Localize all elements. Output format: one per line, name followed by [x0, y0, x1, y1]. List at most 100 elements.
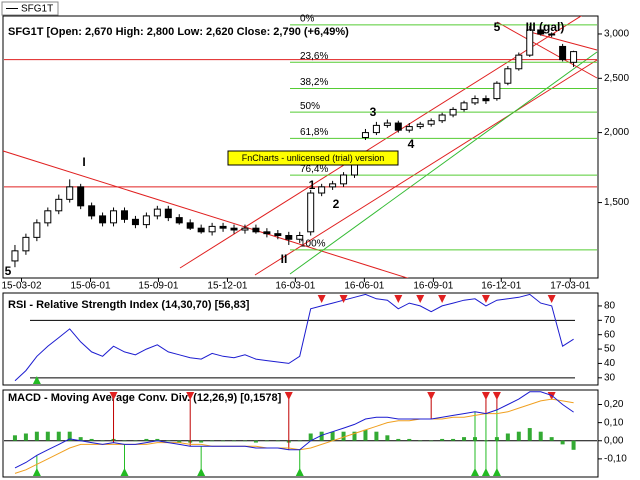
histogram-bar [199, 440, 204, 443]
buy-signal [120, 468, 129, 476]
sell-signal [481, 295, 490, 303]
x-tick-label: 15-06-01 [71, 281, 111, 292]
buy-signal [470, 468, 479, 476]
histogram-bar [297, 440, 302, 442]
candle-body [120, 210, 128, 220]
histogram-bar [505, 433, 510, 441]
wave-label: 5 [5, 264, 12, 278]
buy-signal [197, 468, 206, 476]
histogram-bar [549, 437, 554, 441]
histogram-bar [122, 440, 127, 442]
histogram-bar [429, 440, 434, 442]
candle-body [33, 222, 41, 238]
buy-signal [32, 376, 41, 384]
candle-body [383, 122, 391, 126]
wave-label: III (gal) [526, 20, 565, 34]
wave-label: 2 [333, 197, 340, 211]
candle-body [537, 29, 545, 35]
rsi-pane [2, 292, 599, 386]
fib-label: 100% [300, 238, 326, 249]
signal-line [14, 398, 574, 474]
histogram-bar [374, 431, 379, 441]
candle-body [55, 198, 63, 212]
candle-body [405, 126, 413, 131]
histogram-bar [78, 437, 83, 441]
fib-label: 61,8% [300, 127, 328, 138]
fib-label: 76,4% [300, 164, 328, 175]
candle-body [570, 51, 578, 63]
x-tick-label: 16-09-01 [413, 281, 453, 292]
histogram-bar [12, 435, 17, 441]
candle-body [372, 124, 380, 134]
histogram-bar [264, 440, 269, 442]
y-tick-label: 3,000 [604, 29, 629, 40]
histogram-bar [516, 431, 521, 441]
fib-label: 23,6% [300, 51, 328, 62]
sell-signal [394, 295, 403, 303]
legend [1, 1, 59, 16]
buy-signal [481, 468, 490, 476]
histogram-bar [319, 431, 324, 441]
y-tick-label: 2,000 [604, 127, 629, 138]
sell-signal [109, 392, 118, 400]
sell-signal [438, 295, 447, 303]
candle-body [460, 102, 468, 110]
candle-body [110, 210, 118, 224]
candle-body [153, 208, 161, 217]
candle-body [44, 210, 52, 224]
trendline [496, 21, 598, 79]
x-tick-label: 15-09-01 [138, 281, 178, 292]
histogram-bar [144, 438, 149, 441]
buy-signal [492, 468, 501, 476]
macd-title: MACD - Moving Average Conv. Div. (12,26,… [8, 392, 282, 404]
histogram-bar [571, 440, 576, 450]
y-tick-label: 0,00 [604, 435, 624, 446]
histogram-bar [23, 433, 28, 441]
candle-body [515, 54, 523, 70]
candle-body [482, 98, 490, 102]
wave-label: 5 [494, 20, 501, 34]
fib-label: 38,2% [300, 77, 328, 88]
macd-line [14, 391, 574, 469]
watermark-box [227, 150, 399, 166]
rsi-title: RSI - Relative Strength Index (14,30,70)… [8, 299, 250, 311]
x-tick-label: 16-06-01 [344, 281, 384, 292]
histogram-bar [133, 440, 138, 442]
y-tick-label: 2,500 [604, 73, 629, 84]
candle-body [197, 227, 205, 233]
sell-signal [492, 392, 501, 400]
candle-body [219, 225, 227, 229]
candle-body [175, 217, 183, 224]
histogram-bar [352, 431, 357, 441]
y-tick-label: 50 [604, 344, 616, 355]
candle-body [77, 186, 85, 207]
y-tick-label: 0,10 [604, 417, 624, 428]
x-tick-label: 15-03-02 [2, 281, 42, 292]
candle-body [296, 235, 304, 240]
sell-signal [186, 392, 195, 400]
candle-body [471, 98, 479, 104]
buy-signal [32, 468, 41, 476]
y-tick-label: 60 [604, 329, 616, 340]
legend-label: SFG1T [21, 4, 53, 15]
candle-body [241, 227, 249, 231]
wave-label: I [82, 155, 85, 169]
candle-body [361, 132, 369, 139]
watermark: FnCharts - unlicensed (trial) version [242, 153, 385, 163]
wave-label: 1 [309, 178, 316, 192]
candle-body [318, 186, 326, 194]
histogram-bar [451, 438, 456, 441]
candle-body [230, 227, 238, 231]
candle-body [208, 225, 216, 233]
x-tick-label: 16-12-01 [481, 281, 521, 292]
candle-body [394, 122, 402, 131]
fib-label: 50% [300, 101, 320, 112]
wave-label: II [281, 252, 288, 266]
histogram-bar [177, 440, 182, 443]
candle-body [504, 68, 512, 84]
chart-title: SFG1T [Open: 2,670 High: 2,800 Low: 2,62… [8, 26, 349, 38]
x-tick-label: 17-03-01 [550, 281, 590, 292]
candle-body [252, 227, 260, 233]
candle-body [274, 233, 282, 237]
